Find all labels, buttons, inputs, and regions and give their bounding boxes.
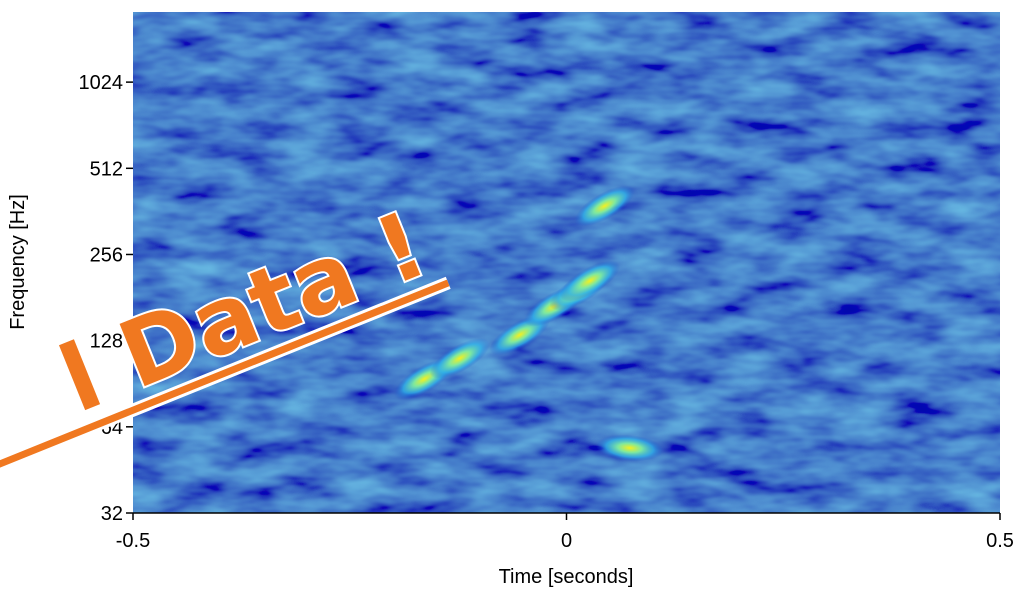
y-axis-label: Frequency [Hz] xyxy=(7,194,29,330)
y-tick-label: 256 xyxy=(90,244,123,266)
x-tick-label: -0.5 xyxy=(116,530,150,552)
x-tick-label: 0.5 xyxy=(986,530,1014,552)
y-tick-label: 1024 xyxy=(79,72,124,94)
chart: Time [seconds] Frequency [Hz] -0.5 0 0.5 32… xyxy=(0,0,1023,596)
y-tick-label: 32 xyxy=(101,503,123,525)
y-tick-label: 512 xyxy=(90,158,123,180)
x-tick-label: 0 xyxy=(561,530,572,552)
x-axis-label: Time [seconds] xyxy=(499,566,634,588)
